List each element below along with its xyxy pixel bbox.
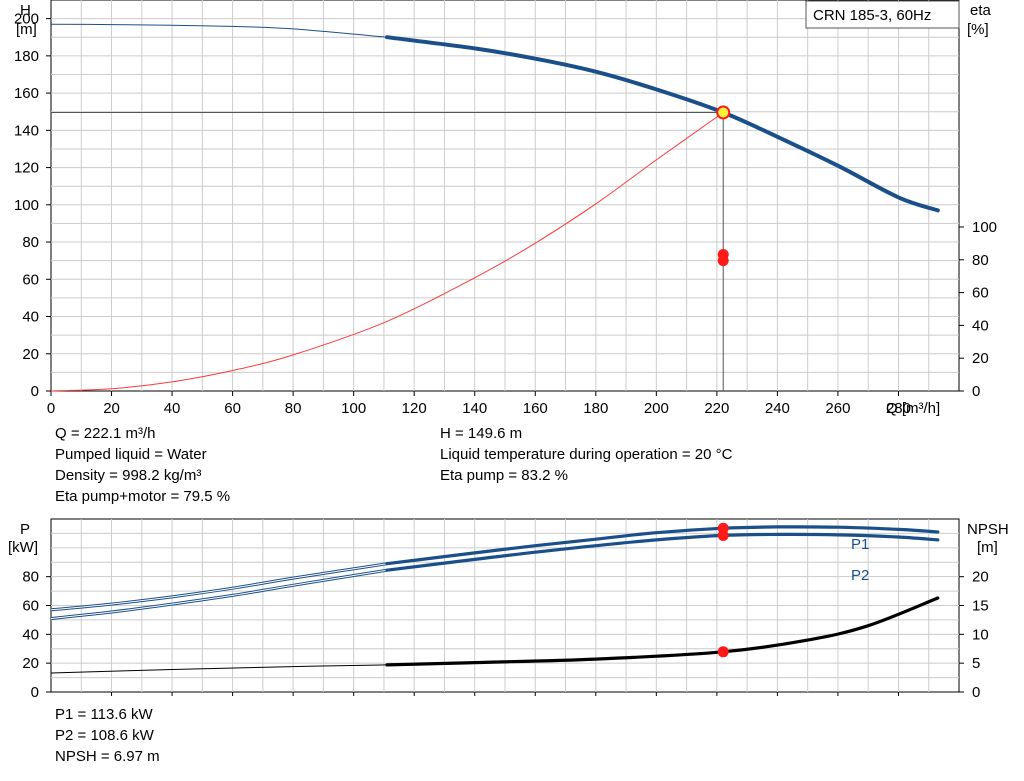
h-tick-label: 40 [22, 309, 39, 326]
x-tick-label: 40 [164, 400, 181, 417]
x-tick-label: 220 [704, 400, 729, 417]
x-tick-label: 240 [765, 400, 790, 417]
p2-curve [385, 532, 940, 572]
eta-tick-label: 100 [972, 219, 997, 236]
eta-axis-label: eta [970, 2, 992, 19]
eta-tick-label: 40 [972, 317, 989, 334]
top-curves [50, 23, 940, 392]
bottom-curves [50, 522, 940, 674]
h-tick-label: 60 [22, 271, 39, 288]
info-p1: P1 = 113.6 kW [55, 706, 153, 723]
bottom-grid [51, 519, 959, 692]
p2-curve-label: P2 [851, 567, 869, 584]
info-eta-pump: Eta pump = 83.2 % [440, 467, 568, 484]
x-tick-label: 0 [47, 400, 55, 417]
info-flow: Q = 222.1 m³/h [55, 425, 156, 442]
npsh-axis-unit: [m] [977, 539, 998, 556]
eta-tick-label: 20 [972, 350, 989, 367]
npsh-point [717, 646, 729, 658]
head-curve [385, 35, 940, 213]
npsh-tick-label: 5 [972, 655, 980, 672]
h-tick-label: 20 [22, 346, 39, 363]
q-axis-label: Q [m³/h] [886, 400, 940, 417]
npsh-curve-thin [50, 664, 388, 674]
title-box-text: CRN 185-3, 60Hz [813, 7, 931, 24]
h-axis-label: H [20, 2, 31, 19]
info-density: Density = 998.2 kg/m³ [55, 467, 202, 484]
info-p2: P2 = 108.6 kW [55, 727, 154, 744]
x-tick-label: 280 [886, 400, 911, 417]
title-box [805, 0, 960, 29]
bottom-ticks: 0 20 40 60 80 0 5 10 15 20 [22, 569, 988, 701]
x-tick-label: 20 [103, 400, 120, 417]
h-tick-label: 0 [31, 383, 39, 400]
p-tick-label: 60 [22, 598, 39, 615]
p-axis-label: P [20, 521, 30, 538]
x-tick-label: 80 [285, 400, 302, 417]
h-tick-label: 100 [14, 197, 39, 214]
eta-tick-label: 60 [972, 285, 989, 302]
h-tick-label: 200 [14, 11, 39, 28]
x-tick-label: 260 [825, 400, 850, 417]
info-head: H = 149.6 m [440, 425, 523, 442]
p2-curve-thin-outer [50, 568, 388, 620]
npsh-tick-label: 10 [972, 626, 989, 643]
info-bottom: P1 = 113.6 kW P2 = 108.6 kW NPSH = 6.97 … [55, 704, 160, 767]
info-pumped-liquid: Pumped liquid = Water [55, 446, 207, 463]
p1-curve-label: P1 [851, 536, 869, 553]
p-tick-label: 20 [22, 655, 39, 672]
p1-curve-thin-inner [50, 563, 388, 611]
h-tick-label: 120 [14, 160, 39, 177]
x-tick-label: 120 [402, 400, 427, 417]
x-tick-label: 180 [583, 400, 608, 417]
info-liquid-temperature: Liquid temperature during operation = 20… [440, 446, 733, 463]
npsh-axis-label: NPSH [967, 521, 1009, 538]
eta-tick-label: 0 [972, 383, 980, 400]
h-tick-label: 180 [14, 48, 39, 65]
info-npsh: NPSH = 6.97 m [55, 748, 160, 765]
info-eta-pump-motor: Eta pump+motor = 79.5 % [55, 488, 231, 505]
npsh-tick-label: 20 [972, 569, 989, 586]
p2-curve-thin-inner [50, 569, 388, 619]
eta-pump-motor-point [717, 255, 729, 267]
h-axis-unit: [m] [16, 21, 37, 38]
p2-point [717, 529, 729, 541]
info-right: H = 149.6 m Liquid temperature during op… [440, 423, 732, 486]
x-tick-label: 140 [462, 400, 487, 417]
x-tick-label: 160 [523, 400, 548, 417]
p-tick-label: 0 [31, 684, 39, 701]
system-curve [50, 112, 724, 392]
operating-point-marker [716, 105, 731, 120]
h-tick-label: 160 [14, 85, 39, 102]
p1-curve [385, 525, 940, 566]
p1-curve-thin-outer [50, 562, 388, 612]
p-axis-unit: [kW] [8, 539, 38, 556]
x-tick-label: 60 [224, 400, 241, 417]
p-tick-label: 80 [22, 569, 39, 586]
h-tick-label: 140 [14, 122, 39, 139]
npsh-curve [385, 596, 940, 667]
info-left: Q = 222.1 m³/h Pumped liquid = Water Den… [55, 423, 230, 507]
npsh-tick-label: 0 [972, 684, 980, 701]
eta-tick-label: 80 [972, 252, 989, 269]
top-ticks: 0 20 40 60 80 100 120 140 160 180 200 220 240 260 2800… [14, 11, 997, 417]
p-tick-label: 40 [22, 626, 39, 643]
eta-axis-unit: [%] [967, 21, 989, 38]
top-grid [51, 0, 959, 391]
npsh-tick-label: 15 [972, 598, 989, 615]
h-tick-label: 80 [22, 234, 39, 251]
x-tick-label: 200 [644, 400, 669, 417]
head-curve-thin [50, 23, 388, 38]
x-tick-label: 100 [341, 400, 366, 417]
